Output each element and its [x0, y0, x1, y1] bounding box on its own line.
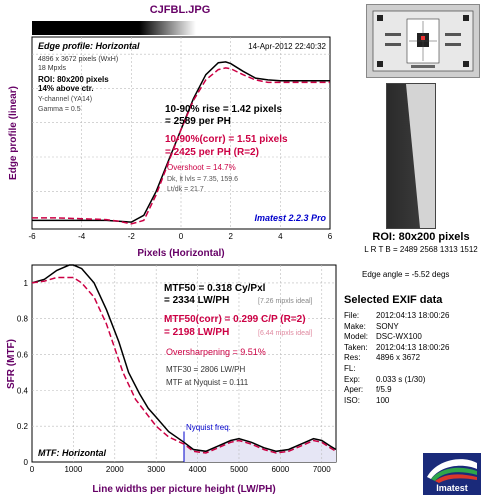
- exif-value: SONY: [376, 321, 399, 331]
- mtf-50-2: = 2334 LW/PH: [164, 295, 229, 306]
- exif-label: Model:: [344, 332, 369, 342]
- image-title: CJFBL.JPG: [149, 4, 211, 16]
- exif-row: Res: 4896 x 3672: [344, 353, 449, 364]
- exif-value: f/5.9: [376, 385, 392, 395]
- exif-label: Aper:: [344, 385, 364, 395]
- edge-software: Imatest 2.2.3 Pro: [254, 213, 326, 223]
- mtf-50-ideal: [7.26 mpxls ideal]: [258, 298, 313, 305]
- exif-row: File: 2012:04:13 18:00:26: [344, 311, 449, 322]
- svg-text:Imatest: Imatest: [436, 483, 468, 493]
- edge-x-tick-label: -2: [128, 232, 136, 241]
- edge-mpxls: 18 Mpxls: [38, 65, 67, 72]
- exif-row: Exp: 0.033 s (1/30): [344, 375, 449, 386]
- exif-row: Make: SONY: [344, 322, 449, 333]
- edge-gamma: Gamma = 0.5: [38, 106, 81, 113]
- mtf-x-tick-label: 2000: [106, 465, 124, 474]
- edge-panel-title: Edge profile: Horizontal: [38, 41, 140, 51]
- edge-x-tick-label: -4: [78, 232, 86, 241]
- test-chart-thumbnail: [366, 4, 480, 78]
- mtf-y-tick-label: 0.6: [17, 351, 29, 360]
- exif-row: Taken: 2012:04:13 18:00:26: [344, 343, 449, 354]
- roi-lrtb: L R T B = 2489 2568 1313 1512: [364, 245, 478, 254]
- edge-x-tick-label: 0: [179, 232, 184, 241]
- mtf-30: MTF30 = 2806 LW/PH: [166, 365, 245, 374]
- mtf-y-tick-label: 0: [24, 458, 29, 467]
- edge-x-tick-label: 2: [228, 232, 233, 241]
- exif-label: FL:: [344, 363, 356, 373]
- exif-row: Aper: f/5.9: [344, 385, 449, 396]
- edge-ylabel: Edge profile (linear): [8, 86, 19, 180]
- mtf-nyquist: MTF at Nyquist = 0.111: [166, 378, 249, 387]
- mtf-panel-title: MTF: Horizontal: [38, 448, 106, 458]
- edge-date: 14-Apr-2012 22:40:32: [248, 42, 326, 51]
- edge-series-measured: [32, 61, 330, 223]
- edge-profile-chart: -6 -4 -2 0 2 4 6 Edge profile: Horizontal 14-A…: [8, 36, 333, 259]
- exif-value: 2012:04:13 18:00:26: [376, 342, 450, 352]
- edge-roi: ROI: 80x200 pixels: [38, 75, 109, 84]
- mtf-series-corrected: [31, 276, 337, 454]
- mtf-oversharp: Oversharpening = 9.51%: [166, 347, 266, 357]
- edge-rise-1: 10-90% rise = 1.42 pixels: [165, 104, 282, 115]
- edge-angle: Edge angle = -5.52 degs: [362, 270, 450, 279]
- mtf-xlabel: Line widths per picture height (LW/PH): [92, 484, 275, 495]
- mtf-x-tick-label: 4000: [189, 465, 207, 474]
- exif-title: Selected EXIF data: [344, 294, 443, 306]
- mtf-x-tick-label: 1000: [64, 465, 82, 474]
- mtf-x-tick-label: 7000: [313, 465, 331, 474]
- mtf-ylabel: SFR (MTF): [6, 339, 17, 389]
- mtf-x-tick-label: 0: [30, 465, 35, 474]
- edge-corr-2: = 2425 per PH (R=2): [165, 147, 259, 158]
- exif-label: ISO:: [344, 395, 361, 405]
- mtf-x-tick-label: 6000: [271, 465, 289, 474]
- roi-title: ROI: 80x200 pixels: [372, 231, 470, 243]
- exif-label: Res:: [344, 353, 361, 363]
- edge-channel: Y-channel (YA14): [38, 96, 92, 103]
- exif-value: DSC-WX100: [376, 332, 422, 342]
- exif-value: 0.033 s (1/30): [376, 374, 426, 384]
- edge-pixels: 4896 x 3672 pixels (WxH): [38, 56, 118, 63]
- edge-lt-dk: Lt/dk = 21.7: [167, 186, 204, 193]
- mtf-y-tick-label: 0.2: [17, 422, 29, 431]
- mtf-chart: 0 1000 2000 3000 4000 5000 6000 7000 0 0.2 0.4 0.6 0…: [6, 264, 337, 495]
- mtf-series-measured: [31, 264, 337, 453]
- mtf-y-tick-label: 0.8: [17, 315, 29, 324]
- exif-row: ISO: 100: [344, 396, 449, 407]
- edge-gradient-strip: [32, 21, 330, 35]
- nyquist-label: Nyquist freq.: [186, 423, 231, 432]
- edge-x-tick-label: 6: [328, 232, 333, 241]
- exif-row: FL:: [344, 364, 449, 375]
- exif-list: File: 2012:04:13 18:00:26 Make: SONY Model…: [344, 311, 449, 406]
- edge-dk-lt: Dk, lt lvls = 7.35, 159.6: [167, 176, 238, 183]
- roi-image: [386, 83, 436, 229]
- edge-x-tick-label: -6: [28, 232, 36, 241]
- edge-above: 14% above ctr.: [38, 84, 94, 93]
- exif-value: 2012:04:13 18:00:26: [376, 311, 450, 320]
- imatest-logo: Imatest: [423, 453, 481, 495]
- exif-value: 100: [376, 395, 390, 405]
- edge-xlabel: Pixels (Horizontal): [137, 248, 224, 259]
- edge-overshoot: Overshoot = 14.7%: [167, 163, 236, 172]
- exif-value: 4896 x 3672: [376, 353, 421, 363]
- mtf-x-tick-label: 3000: [147, 465, 165, 474]
- mtf-y-tick-label: 1: [24, 279, 29, 288]
- exif-label: File:: [344, 311, 360, 320]
- mtf-x-tick-label: 5000: [230, 465, 248, 474]
- mtf-50c-1: MTF50(corr) = 0.299 C/P (R=2): [164, 314, 306, 325]
- edge-corr-1: 10-90%(corr) = 1.51 pixels: [165, 134, 288, 145]
- mtf-y-tick-label: 0.4: [17, 386, 29, 395]
- exif-label: Exp:: [344, 374, 361, 384]
- exif-label: Taken:: [344, 342, 368, 352]
- edge-x-tick-label: 4: [278, 232, 283, 241]
- mtf-50-1: MTF50 = 0.318 Cy/Pxl: [164, 283, 266, 294]
- edge-rise-2: = 2589 per PH: [165, 116, 231, 127]
- mtf-plot-frame: [31, 264, 337, 463]
- exif-label: Make:: [344, 321, 366, 331]
- exif-row: Model: DSC-WX100: [344, 332, 449, 343]
- mtf-50c-ideal: [6.44 mpxls ideal]: [258, 330, 313, 337]
- mtf-50c-2: = 2198 LW/PH: [164, 327, 229, 338]
